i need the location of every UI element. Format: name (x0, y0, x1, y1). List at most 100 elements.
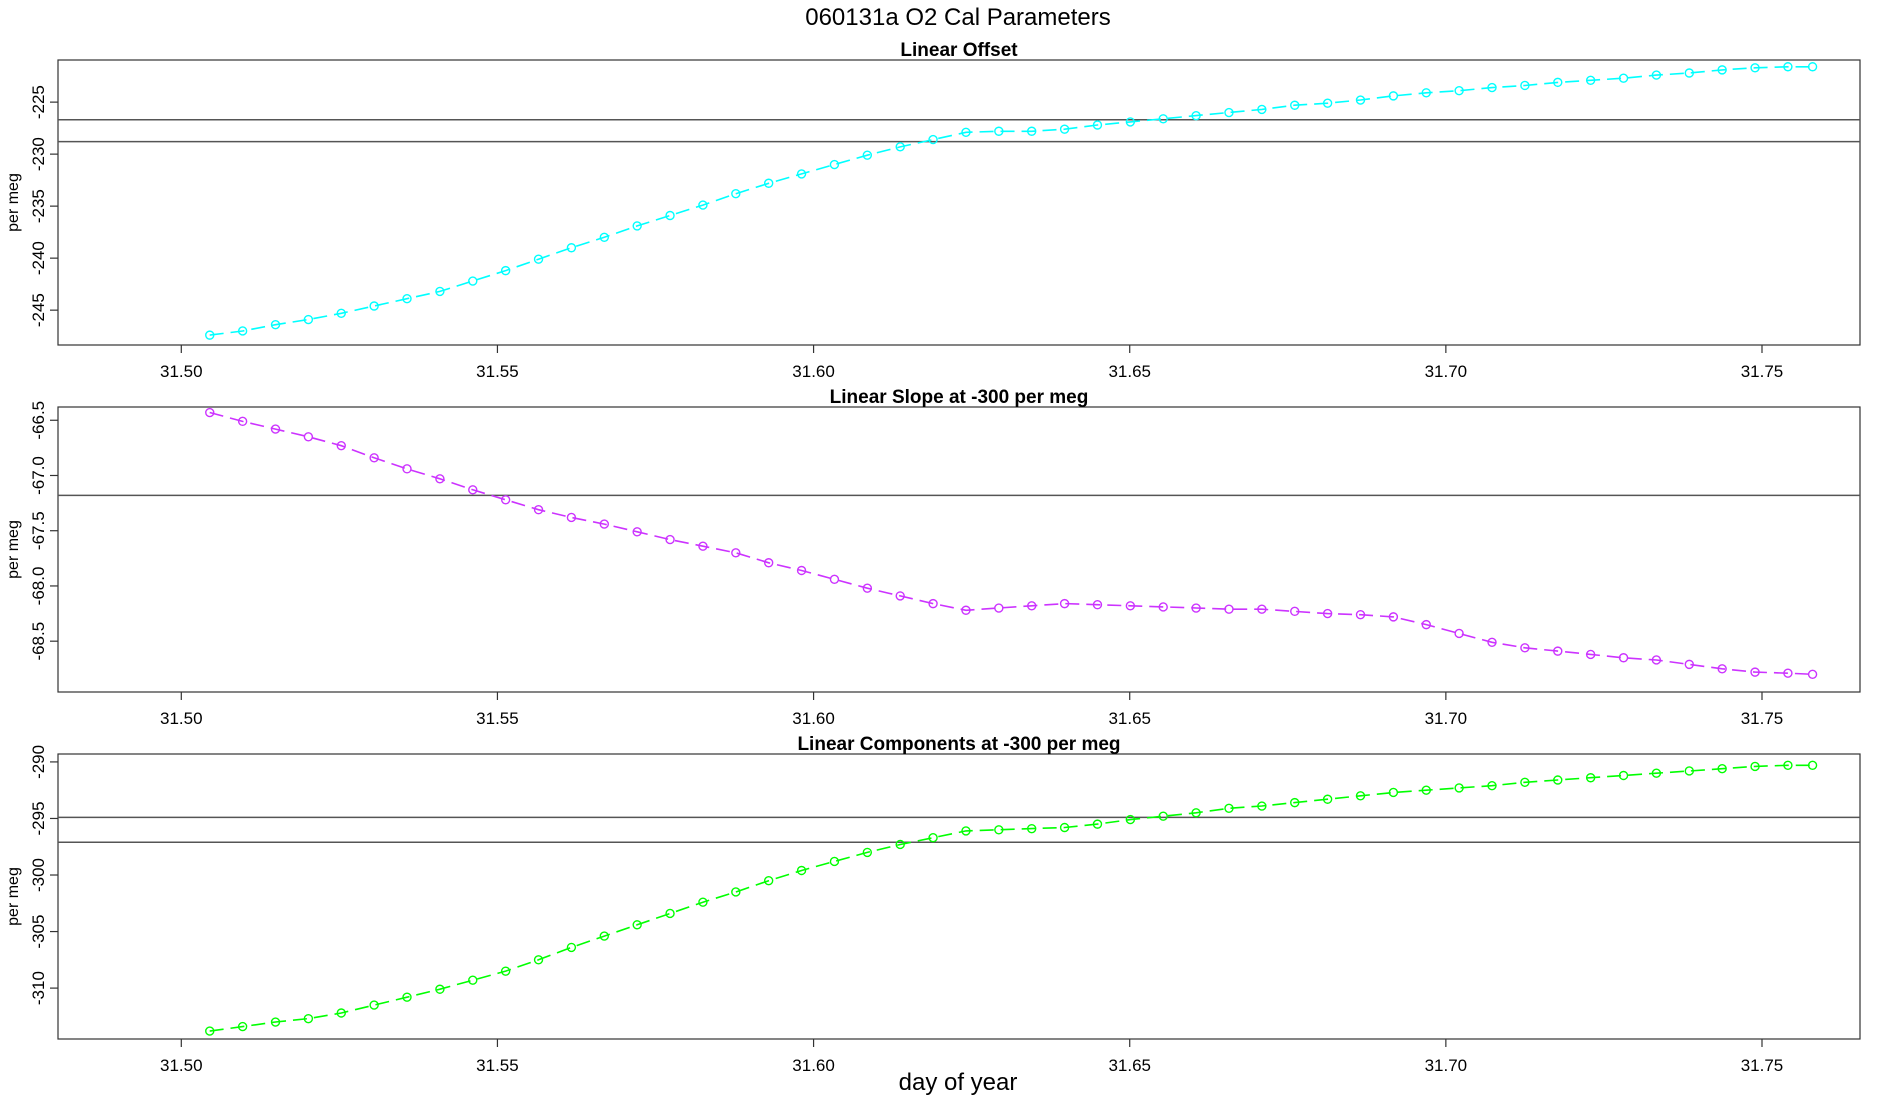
data-point (1092, 120, 1103, 130)
data-point (533, 505, 544, 515)
data-point (1388, 91, 1399, 101)
data-point (270, 424, 281, 434)
x-tick-label: 31.50 (160, 1056, 203, 1075)
plot-frame (57, 59, 1861, 346)
data-point (1191, 603, 1201, 613)
data-point (1553, 646, 1563, 656)
data-point (237, 416, 248, 427)
data-point (763, 875, 774, 886)
x-tick-label: 31.50 (160, 709, 203, 728)
data-point (829, 159, 840, 170)
data-point (1454, 783, 1464, 793)
data-point (1125, 814, 1136, 825)
data-point (1807, 760, 1818, 771)
data-point (1322, 608, 1333, 619)
data-point (895, 591, 905, 601)
data-point (1290, 606, 1300, 617)
data-point (599, 931, 609, 941)
data-point (1092, 819, 1103, 829)
data-point (1684, 659, 1694, 670)
data-point (1520, 80, 1530, 91)
data-point (796, 169, 807, 179)
data-point (763, 178, 774, 188)
data-point (1322, 794, 1333, 804)
plot-frame (57, 753, 1861, 1040)
data-point (566, 512, 577, 523)
data-point (994, 825, 1004, 835)
data-point (731, 548, 741, 558)
series-line (209, 764, 1813, 1032)
y-tick-label: -67.5 (29, 511, 48, 550)
data-point (1717, 764, 1727, 774)
data-point (303, 314, 314, 325)
y-tick-label: -230 (29, 137, 48, 171)
data-point (862, 583, 873, 593)
data-point (303, 1013, 314, 1024)
data-point (1158, 811, 1168, 821)
data-point (1125, 601, 1136, 611)
data-point (862, 150, 873, 160)
x-tick-label: 31.75 (1741, 1056, 1784, 1075)
data-point (665, 908, 675, 919)
data-point (270, 1017, 281, 1027)
x-tick-label: 31.60 (792, 1056, 835, 1075)
y-tick-label: -305 (29, 915, 48, 949)
data-point (205, 407, 215, 418)
data-point (205, 330, 215, 340)
data-point (1355, 791, 1366, 801)
data-point (928, 134, 938, 145)
data-point (336, 440, 346, 451)
data-point (1717, 65, 1727, 75)
data-point (829, 574, 840, 585)
y-tick-label: -235 (29, 189, 48, 223)
data-point (1290, 100, 1300, 110)
data-point (1257, 801, 1267, 811)
x-tick-label: 31.65 (1108, 362, 1151, 381)
x-tick-label: 31.60 (792, 709, 835, 728)
y-axis-label: per meg (5, 173, 22, 232)
data-point (402, 464, 412, 474)
y-tick-label: -295 (29, 801, 48, 835)
x-tick-label: 31.50 (160, 362, 203, 381)
data-point (665, 210, 675, 221)
data-point (1783, 62, 1793, 72)
data-point (1421, 785, 1431, 795)
data-point (1750, 667, 1760, 677)
data-point (632, 221, 642, 231)
x-tick-label: 31.75 (1741, 709, 1784, 728)
x-tick-label: 31.70 (1425, 709, 1468, 728)
data-point (1257, 104, 1267, 115)
data-point (1355, 609, 1366, 620)
data-point (468, 276, 478, 286)
y-axis-label: per meg (5, 520, 22, 579)
data-point (1059, 124, 1070, 134)
x-tick-label: 31.65 (1108, 709, 1151, 728)
data-point (1750, 761, 1760, 772)
y-axis-label: per meg (5, 867, 22, 926)
data-point (435, 286, 445, 297)
data-point (961, 826, 971, 836)
data-point (632, 920, 642, 930)
x-tick-label: 31.75 (1741, 362, 1784, 381)
data-point (435, 984, 445, 994)
data-point (1224, 803, 1234, 813)
panel-linear-components: Linear Components at -300 per meg per meg… (5, 734, 1861, 1075)
data-point (961, 605, 971, 615)
data-point (1487, 637, 1497, 647)
data-point (665, 534, 675, 545)
data-point (1783, 760, 1793, 771)
data-point (402, 992, 412, 1002)
x-tick-label: 31.60 (792, 362, 835, 381)
data-point (599, 519, 609, 529)
data-point (1684, 68, 1694, 78)
panel-title: Linear Offset (900, 40, 1018, 61)
data-point (763, 558, 774, 568)
data-point (1783, 668, 1793, 678)
data-point (468, 485, 478, 495)
data-point (1585, 773, 1596, 783)
data-point (731, 887, 741, 897)
data-point (336, 1008, 346, 1018)
panel-linear-offset: Linear Offset per meg -245 -240 -235 -230 -225… (5, 40, 1861, 381)
panel-title: Linear Slope at -300 per meg (830, 387, 1089, 408)
